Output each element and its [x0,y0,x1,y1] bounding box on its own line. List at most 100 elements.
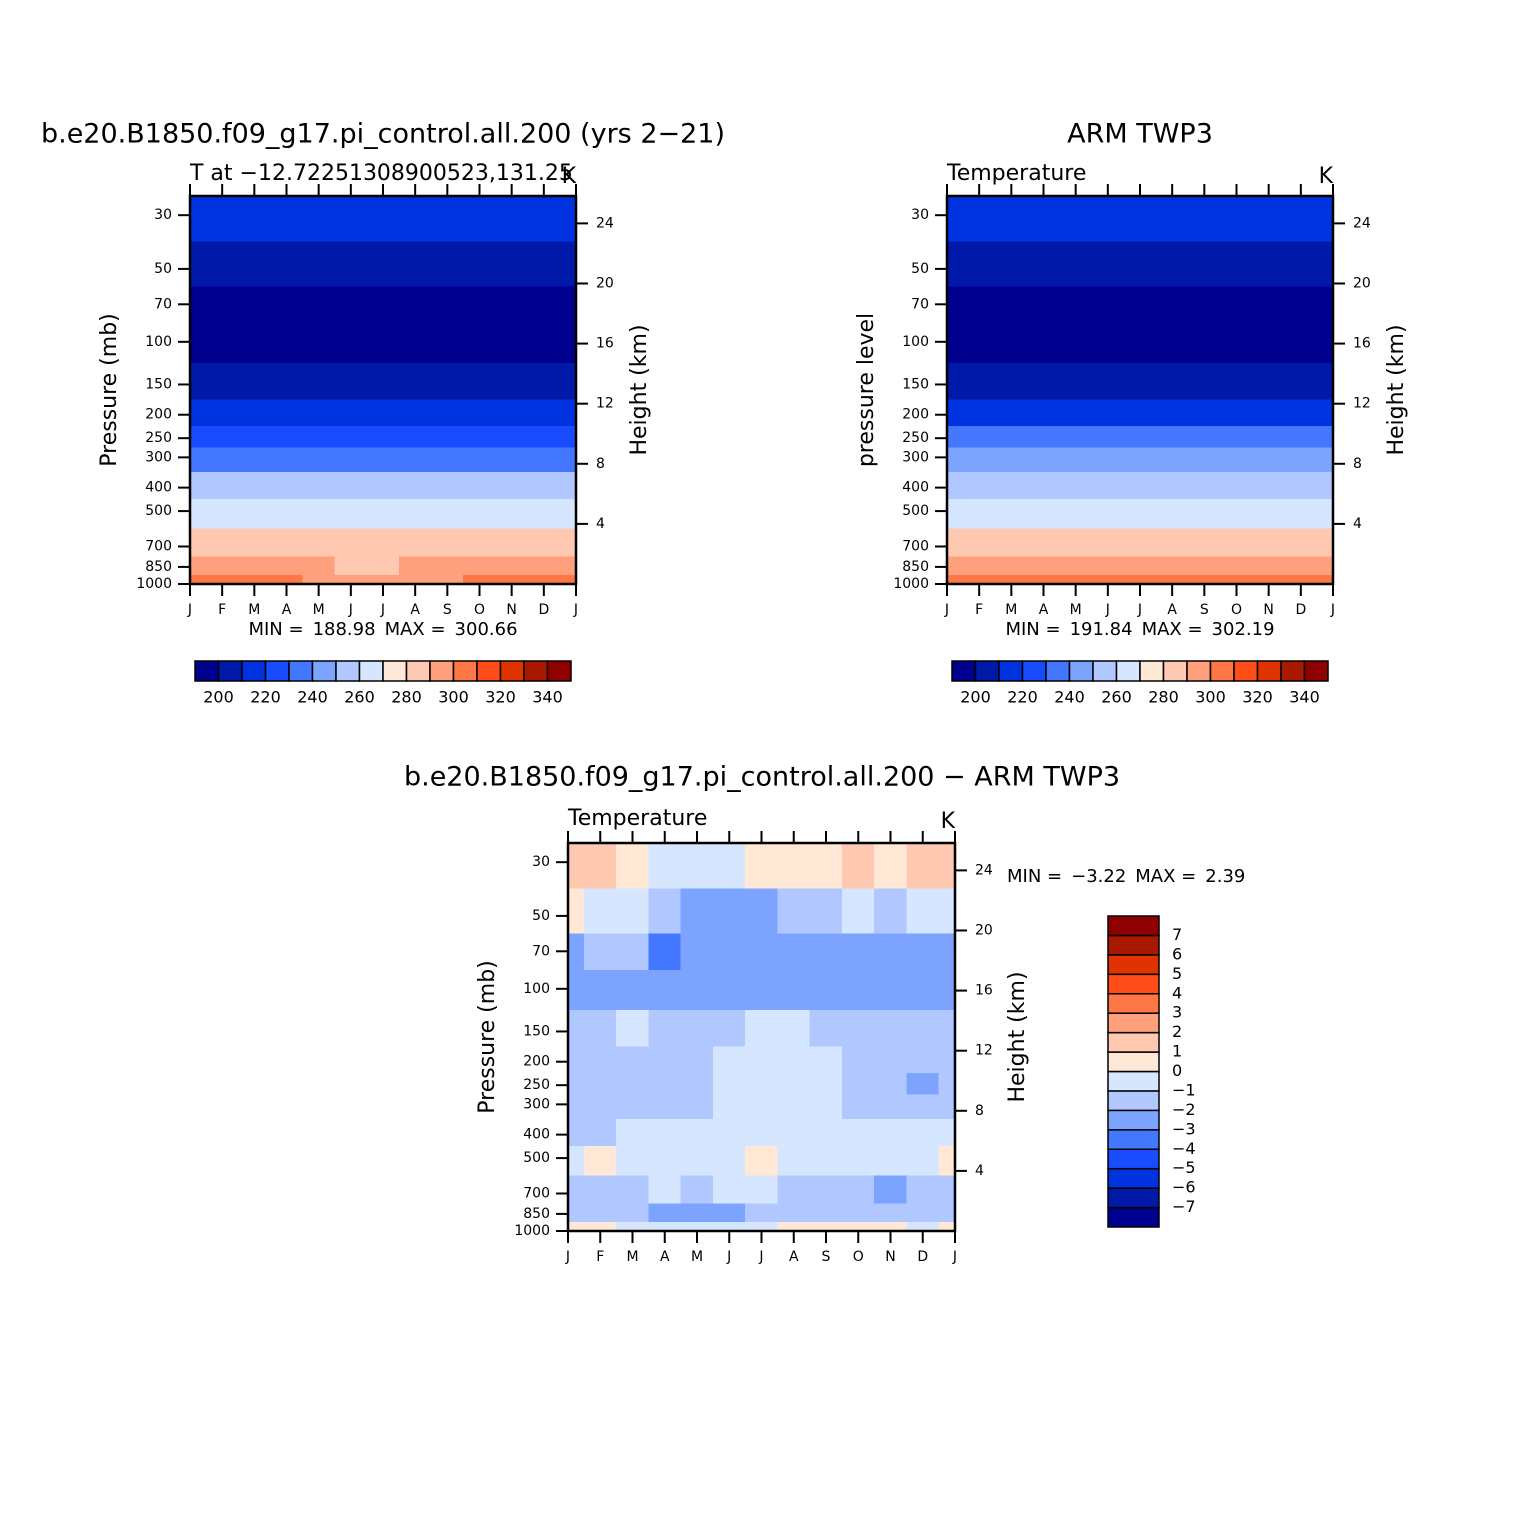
contour-cell [1027,286,1060,324]
y-tick-label: 100 [523,981,550,997]
colorbar-box [1162,660,1188,682]
contour-cell [994,528,1028,557]
contour-cell [777,1175,811,1204]
y-tick-label: 150 [902,376,929,392]
contour-cell [463,286,496,324]
contour-cell [366,499,400,530]
y2-axis-label: Height (km) [1005,971,1030,1102]
y2-tick-label: 12 [1353,396,1371,412]
contour-cell [994,286,1028,324]
y-tick-label: 850 [523,1206,550,1222]
y-tick-label: 250 [145,430,172,446]
x-tick-label: M [248,602,260,618]
contour-cell [302,426,336,449]
contour-cell [527,322,561,364]
contour-cell [527,286,561,324]
contour-cell [712,842,746,890]
contour-cell [302,528,336,557]
y2-tick-label: 16 [975,983,993,999]
contour-cell [1091,528,1125,557]
stat-max: 2.39 [1205,866,1245,887]
y2-tick-label: 12 [975,1043,993,1059]
contour-cell [463,575,496,585]
contour-cell [559,426,577,449]
contour-cell [841,842,875,890]
contour-cell [745,842,778,890]
contour-cell [1316,575,1334,585]
min-max-stats: MIN = −3.22 MAX = 2.39 [1007,866,1245,887]
contour-cell [527,447,561,473]
contour-cell [874,1073,907,1096]
contour-cell [874,933,907,971]
contour-cell [906,969,940,1011]
contour-cell [1123,447,1157,473]
contour-cell [680,1094,714,1120]
min-max-stats: MIN = 191.84 MAX = 302.19 [1005,619,1274,640]
contour-cell [946,241,964,287]
contour-cell [1252,362,1286,400]
contour-cell [1220,399,1253,427]
contour-cell [1316,362,1334,400]
contour-cell [495,447,529,473]
stat-max-label: MAX = [1135,866,1196,887]
panel-title: ARM TWP3 [1067,119,1213,150]
contour-cell [809,888,843,934]
contour-cell [809,842,843,890]
contour-cell [777,969,811,1011]
contour-cell [430,499,464,530]
contour-cell [962,499,996,530]
contour-cell [994,472,1028,500]
colorbar-label: 3 [1172,1003,1182,1022]
contour-cell [1059,556,1093,576]
colorbar-label: 320 [1242,688,1273,707]
contour-cell [559,447,577,473]
contour-cell [712,888,746,934]
x-tick-label: O [1231,602,1242,618]
contour-cell [189,399,207,427]
contour-cell [567,1046,585,1074]
contour-cell [1316,472,1334,500]
contour-cell [366,426,400,449]
colorbar-label: 200 [960,688,991,707]
contour-cell [495,426,529,449]
contour-cell [205,575,239,585]
contour-cell [1187,556,1221,576]
contour-cell [745,1009,778,1047]
colorbar-label: 220 [1007,688,1038,707]
x-tick-label: J [565,1249,570,1265]
contour-cell [495,499,529,530]
contour-cell [616,1175,649,1204]
panel-title: b.e20.B1850.f09_g17.pi_control.all.200 −… [404,762,1120,793]
contour-cell [559,362,577,400]
contour-cell [938,1009,956,1047]
contour-cell [567,842,585,890]
colorbar-label: 300 [1195,688,1226,707]
contour-cell [777,842,811,890]
colorbar-label: 320 [485,688,516,707]
contour-cell [1091,241,1125,287]
y2-tick-label: 20 [596,275,614,291]
contour-cell [809,933,843,971]
contour-cell [946,399,964,427]
contour-cell [680,1046,714,1074]
contour-cell [712,1203,746,1223]
contour-cell [745,1175,778,1204]
contour-cell [1027,447,1060,473]
y-tick-label: 300 [902,449,929,465]
contour-cell [205,472,239,500]
contour-cell [841,1146,875,1177]
contour-cell [906,888,940,934]
panel-title: b.e20.B1850.f09_g17.pi_control.all.200 (… [41,119,725,150]
contour-cell [430,362,464,400]
y-tick-label: 30 [532,854,550,870]
contour-cell [302,286,336,324]
x-tick-label: D [538,602,549,618]
contour-cell [583,1073,617,1096]
contour-cell [567,933,585,971]
y-tick-label: 500 [145,503,172,519]
contour-cell [189,528,207,557]
y2-tick-label: 24 [1353,215,1371,231]
y-tick-label: 1000 [893,576,929,592]
contour-cell [745,1146,778,1177]
